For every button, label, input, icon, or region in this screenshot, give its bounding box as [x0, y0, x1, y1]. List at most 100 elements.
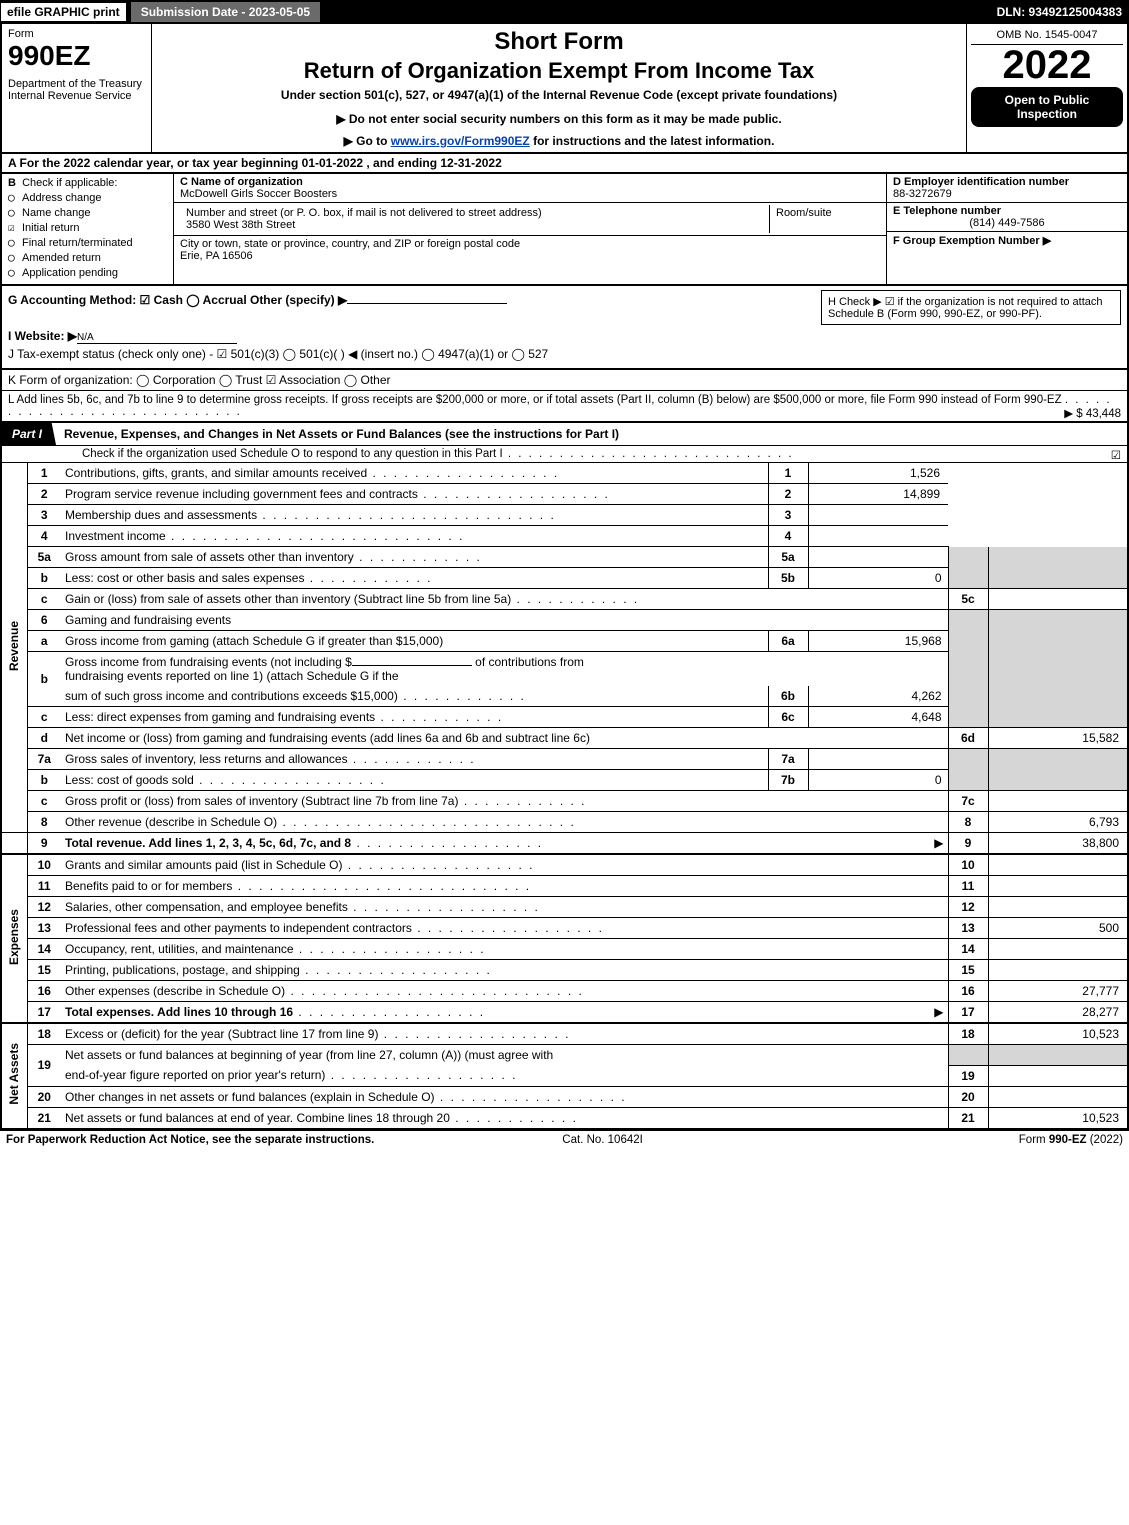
column-b: B Check if applicable: ◯Address change ◯… — [2, 174, 174, 284]
b-hdr2: Check if applicable: — [22, 177, 117, 189]
chk-application-pending[interactable]: ◯Application pending — [8, 266, 167, 279]
chk-final-return[interactable]: ◯Final return/terminated — [8, 236, 167, 249]
chk-initial-return[interactable]: ☑Initial return — [8, 221, 167, 234]
l10-c: 10 — [948, 855, 988, 876]
l6c-d: Less: direct expenses from gaming and fu… — [65, 710, 375, 724]
l9-arrow: ▶ — [934, 836, 943, 850]
l17-n: 17 — [27, 1002, 61, 1024]
l11-c: 11 — [948, 876, 988, 897]
l7b-bl: 7b — [768, 770, 808, 791]
under-section: Under section 501(c), 527, or 4947(a)(1)… — [160, 88, 958, 102]
goto-post: for instructions and the latest informat… — [530, 134, 775, 148]
l20-n: 20 — [27, 1086, 61, 1107]
l6d-a: 15,582 — [988, 728, 1128, 749]
l9-a: 38,800 — [988, 833, 1128, 855]
l6d-c: 6d — [948, 728, 988, 749]
c-addr-val: 3580 West 38th Street — [186, 219, 763, 231]
l19-d2: end-of-year figure reported on prior yea… — [65, 1068, 325, 1082]
goto-line: ▶ Go to www.irs.gov/Form990EZ for instru… — [160, 134, 958, 148]
d-ein-lbl: D Employer identification number — [893, 176, 1121, 188]
l6a-n: a — [27, 631, 61, 652]
c-name-lbl: C Name of organization — [180, 176, 880, 188]
l7a-bv — [808, 749, 948, 770]
l11-d: Benefits paid to or for members — [65, 879, 232, 893]
l20-a — [988, 1086, 1128, 1107]
row-k: K Form of organization: ◯ Corporation ◯ … — [0, 370, 1129, 391]
l10-a — [988, 855, 1128, 876]
line-1: Revenue 1 Contributions, gifts, grants, … — [1, 463, 1128, 484]
l6a-bl: 6a — [768, 631, 808, 652]
goto-link[interactable]: www.irs.gov/Form990EZ — [391, 134, 530, 148]
d-ein-val: 88-3272679 — [893, 188, 1121, 200]
part1-title: Revenue, Expenses, and Changes in Net As… — [56, 423, 1127, 445]
l4-d: Investment income — [65, 529, 166, 543]
form-number: 990EZ — [8, 40, 145, 72]
c-city-val: Erie, PA 16506 — [180, 250, 880, 262]
part1-sub-check[interactable]: ☑ — [1111, 448, 1121, 462]
form-word: Form — [8, 28, 145, 40]
e-phone-lbl: E Telephone number — [893, 205, 1121, 217]
l20-c: 20 — [948, 1086, 988, 1107]
l8-d: Other revenue (describe in Schedule O) — [65, 815, 277, 829]
l7b-n: b — [27, 770, 61, 791]
l15-a — [988, 960, 1128, 981]
l-amount: ▶ $ 43,448 — [1064, 406, 1121, 420]
l6b-bl: 6b — [768, 686, 808, 707]
l11-a — [988, 876, 1128, 897]
l7b-bv: 0 — [808, 770, 948, 791]
chk-amended-return[interactable]: ◯Amended return — [8, 251, 167, 264]
l18-n: 18 — [27, 1024, 61, 1045]
l6b-n: b — [27, 652, 61, 707]
l13-n: 13 — [27, 918, 61, 939]
l5a-bv — [808, 547, 948, 568]
l5c-n: c — [27, 589, 61, 610]
lbl-address-change: Address change — [22, 192, 102, 204]
l8-c: 8 — [948, 812, 988, 833]
e-phone: E Telephone number (814) 449-7586 — [887, 203, 1127, 232]
l6c-bv: 4,648 — [808, 707, 948, 728]
l1-c: 1 — [768, 463, 808, 484]
c-addr-lbl: Number and street (or P. O. box, if mail… — [186, 207, 763, 219]
section-ghij: H Check ▶ ☑ if the organization is not r… — [0, 286, 1129, 370]
d-ein: D Employer identification number 88-3272… — [887, 174, 1127, 203]
l4-n: 4 — [27, 526, 61, 547]
header-left: Form 990EZ Department of the Treasury In… — [2, 24, 152, 152]
expenses-table: Expenses 10Grants and similar amounts pa… — [0, 855, 1129, 1024]
footer-left: For Paperwork Reduction Act Notice, see … — [6, 1134, 374, 1146]
row-l: L Add lines 5b, 6c, and 7b to line 9 to … — [0, 391, 1129, 423]
l17-c: 17 — [948, 1002, 988, 1024]
l6-d: Gaming and fundraising events — [61, 610, 948, 631]
return-title: Return of Organization Exempt From Incom… — [160, 58, 958, 84]
j-line: J Tax-exempt status (check only one) - ☑… — [8, 347, 1121, 361]
c-city-lbl: City or town, state or province, country… — [180, 238, 880, 250]
part1-header: Part I Revenue, Expenses, and Changes in… — [0, 423, 1129, 446]
netassets-table: Net Assets 18Excess or (deficit) for the… — [0, 1024, 1129, 1129]
goto-pre: ▶ Go to — [344, 134, 391, 148]
section-bcdef: B Check if applicable: ◯Address change ◯… — [0, 174, 1129, 286]
efile-label[interactable]: efile GRAPHIC print — [1, 3, 127, 21]
l5b-bl: 5b — [768, 568, 808, 589]
l2-d: Program service revenue including govern… — [65, 487, 418, 501]
l13-a: 500 — [988, 918, 1128, 939]
dln: DLN: 93492125004383 — [991, 3, 1128, 21]
l14-c: 14 — [948, 939, 988, 960]
l3-d: Membership dues and assessments — [65, 508, 257, 522]
l7b-d: Less: cost of goods sold — [65, 773, 194, 787]
l3-n: 3 — [27, 505, 61, 526]
header-center: Short Form Return of Organization Exempt… — [152, 24, 967, 152]
chk-name-change[interactable]: ◯Name change — [8, 206, 167, 219]
short-form-title: Short Form — [160, 28, 958, 56]
open-to-public: Open to Public Inspection — [971, 87, 1123, 127]
chk-address-change[interactable]: ◯Address change — [8, 191, 167, 204]
l15-n: 15 — [27, 960, 61, 981]
l7c-n: c — [27, 791, 61, 812]
l5c-c: 5c — [948, 589, 988, 610]
form-header: Form 990EZ Department of the Treasury In… — [0, 24, 1129, 154]
submission-date: Submission Date - 2023-05-05 — [131, 2, 320, 22]
part1-subtitle: Check if the organization used Schedule … — [0, 446, 1129, 463]
l3-c: 3 — [768, 505, 808, 526]
page-footer: For Paperwork Reduction Act Notice, see … — [0, 1129, 1129, 1149]
l1-d: Contributions, gifts, grants, and simila… — [65, 466, 367, 480]
l18-d: Excess or (deficit) for the year (Subtra… — [65, 1027, 378, 1041]
tax-year: 2022 — [971, 45, 1123, 85]
